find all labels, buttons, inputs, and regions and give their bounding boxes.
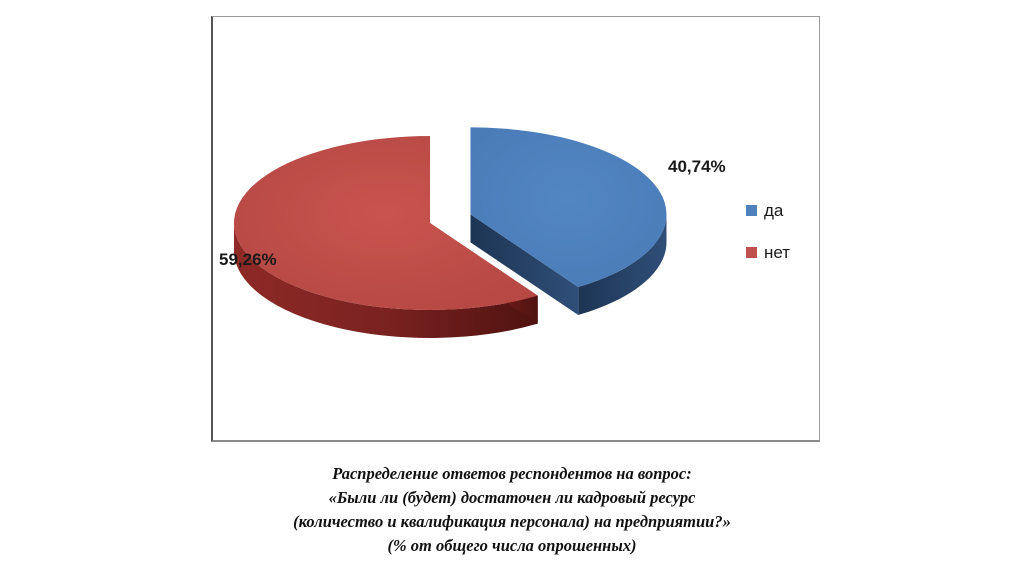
caption-line-2: «Были ли (будет) достаточен ли кадровый …	[328, 488, 696, 507]
data-label-da: 40,74%	[668, 157, 726, 176]
pie-side-da	[578, 214, 667, 316]
chart-caption: Распределение ответов респондентов на во…	[0, 462, 1024, 558]
legend-label-da: да	[764, 201, 784, 220]
pie-side-net	[234, 223, 538, 338]
data-label-net: 59,26%	[219, 250, 277, 269]
legend-swatch-net	[746, 247, 757, 258]
pie-slice-net	[233, 136, 538, 311]
legend-label-net: нет	[764, 243, 790, 262]
caption-line-1: Распределение ответов респондентов на во…	[332, 464, 692, 483]
caption-line-3: (количество и квалификация персонала) на…	[293, 512, 731, 531]
chart-area: 40,74% 59,26% да нет	[211, 16, 820, 442]
pie-slice-da	[470, 127, 667, 288]
pie-cut-da-1	[470, 214, 579, 316]
legend-swatch-da	[746, 205, 757, 216]
caption-line-4: (% от общего числа опрошенных)	[387, 536, 637, 555]
pie-chart: 40,74% 59,26% да нет	[219, 127, 790, 338]
legend: да нет	[746, 201, 790, 262]
